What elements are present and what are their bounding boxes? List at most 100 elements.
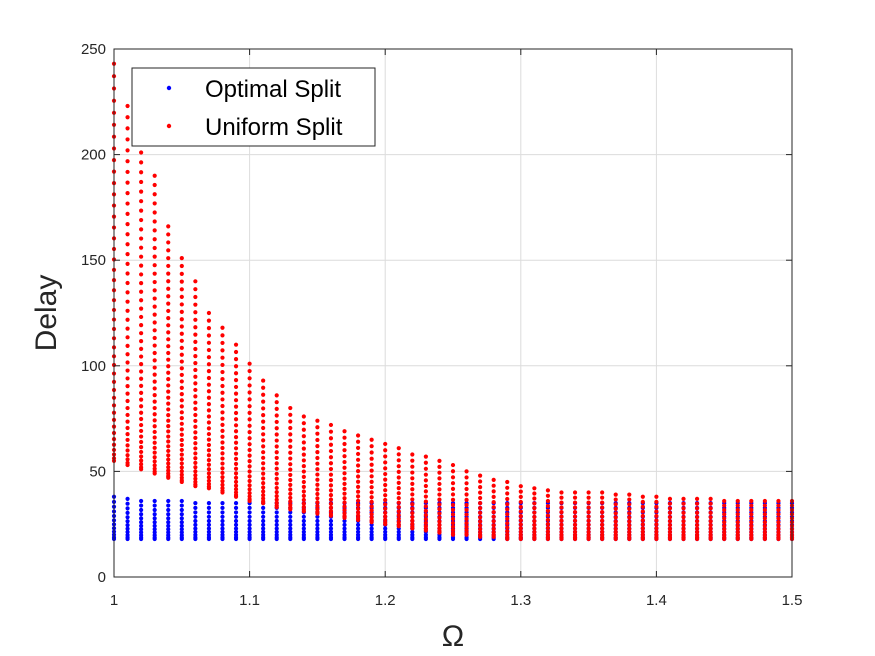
data-point bbox=[328, 488, 334, 493]
data-point bbox=[166, 461, 171, 466]
data-point bbox=[261, 461, 266, 466]
data-point bbox=[505, 479, 510, 485]
data-point bbox=[274, 393, 279, 398]
data-point bbox=[152, 469, 157, 474]
data-point bbox=[627, 532, 632, 538]
data-point bbox=[749, 527, 754, 532]
data-point bbox=[328, 483, 334, 488]
data-point bbox=[233, 371, 239, 376]
data-point bbox=[233, 357, 239, 362]
data-point bbox=[355, 439, 361, 444]
data-point bbox=[206, 395, 212, 400]
data-point bbox=[233, 466, 239, 471]
data-point bbox=[274, 419, 279, 425]
data-point bbox=[288, 456, 293, 461]
data-point bbox=[139, 422, 144, 428]
data-point bbox=[478, 530, 483, 535]
data-point bbox=[139, 397, 144, 402]
data-point bbox=[220, 482, 225, 487]
data-point bbox=[179, 457, 184, 462]
data-point bbox=[423, 466, 428, 471]
data-point bbox=[301, 522, 306, 527]
data-point bbox=[152, 527, 157, 532]
data-point bbox=[667, 496, 673, 501]
data-point bbox=[220, 333, 225, 338]
data-point bbox=[139, 150, 144, 155]
data-point bbox=[220, 485, 225, 491]
data-point bbox=[206, 382, 212, 387]
data-point bbox=[464, 492, 469, 497]
data-point bbox=[247, 529, 252, 535]
data-point bbox=[274, 426, 279, 431]
data-point bbox=[396, 480, 401, 485]
data-point bbox=[315, 472, 320, 477]
data-point bbox=[152, 237, 157, 242]
data-point bbox=[179, 432, 184, 437]
data-point bbox=[179, 352, 184, 357]
data-point bbox=[396, 516, 401, 521]
data-point bbox=[139, 428, 144, 434]
data-point bbox=[220, 390, 225, 395]
data-point bbox=[383, 526, 388, 531]
data-point bbox=[125, 191, 130, 196]
data-point bbox=[315, 526, 320, 531]
data-point bbox=[166, 294, 171, 299]
data-point bbox=[166, 465, 171, 470]
data-point bbox=[478, 527, 483, 532]
legend-label-optimal: Optimal Split bbox=[205, 76, 341, 103]
data-point bbox=[139, 254, 144, 259]
data-point bbox=[776, 516, 781, 521]
data-point bbox=[749, 523, 754, 528]
data-point bbox=[152, 279, 157, 285]
data-point bbox=[586, 529, 591, 534]
data-point bbox=[600, 526, 605, 531]
data-point bbox=[125, 501, 130, 506]
data-point bbox=[328, 526, 334, 531]
data-point bbox=[139, 208, 144, 213]
data-point bbox=[220, 514, 225, 519]
data-point bbox=[301, 514, 306, 519]
data-point bbox=[220, 529, 225, 535]
data-point bbox=[627, 506, 632, 512]
y-tick-label: 200 bbox=[81, 147, 106, 164]
data-point bbox=[654, 513, 659, 519]
data-point bbox=[437, 507, 442, 512]
data-point bbox=[355, 494, 361, 499]
data-point bbox=[233, 434, 239, 440]
data-point bbox=[342, 532, 347, 537]
data-point bbox=[166, 248, 171, 253]
data-point bbox=[139, 331, 144, 336]
data-point bbox=[247, 518, 252, 524]
data-point bbox=[396, 529, 401, 535]
data-point bbox=[532, 526, 537, 531]
data-point bbox=[274, 510, 279, 515]
data-point bbox=[355, 513, 361, 518]
data-point bbox=[261, 529, 266, 535]
data-point bbox=[654, 509, 659, 514]
data-point bbox=[450, 507, 456, 512]
data-point bbox=[247, 390, 252, 395]
data-point bbox=[681, 510, 686, 515]
data-point bbox=[247, 436, 252, 441]
data-point bbox=[369, 508, 374, 513]
data-point bbox=[654, 518, 659, 523]
data-point bbox=[125, 252, 130, 257]
data-point bbox=[193, 412, 198, 418]
data-point bbox=[342, 491, 347, 496]
data-point bbox=[301, 479, 306, 485]
data-point bbox=[342, 496, 347, 501]
data-point bbox=[437, 519, 442, 524]
data-point bbox=[328, 466, 334, 472]
data-point bbox=[274, 522, 279, 527]
data-point bbox=[139, 263, 144, 268]
data-point bbox=[125, 376, 130, 381]
data-point bbox=[220, 355, 225, 360]
data-point bbox=[545, 521, 551, 527]
y-tick-label: 250 bbox=[81, 41, 106, 58]
data-point bbox=[423, 532, 428, 537]
data-point bbox=[179, 498, 184, 504]
data-point bbox=[179, 523, 184, 528]
data-point bbox=[247, 487, 252, 492]
data-point bbox=[193, 500, 198, 506]
data-point bbox=[586, 505, 591, 510]
